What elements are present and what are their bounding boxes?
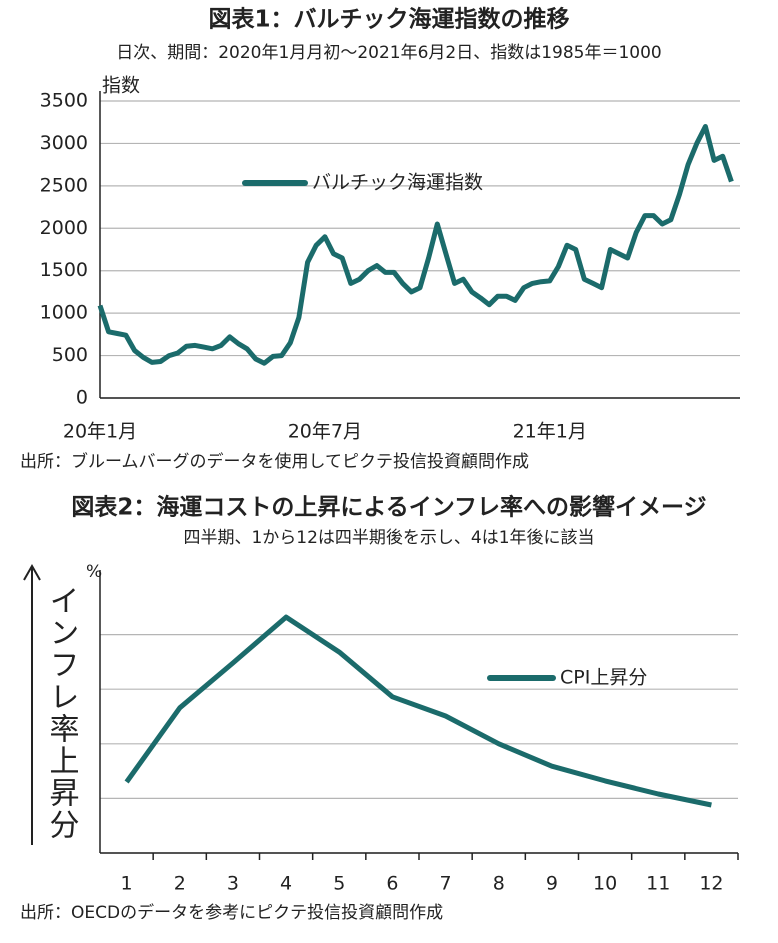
x-tick-label: 6 bbox=[386, 873, 398, 895]
x-tick-label: 3 bbox=[227, 873, 239, 895]
chart-subtitle: 日次、期間：2020年1月月初～2021年6月2日、指数は1985年＝1000 bbox=[116, 43, 662, 63]
y-tick-label: 3500 bbox=[40, 90, 88, 112]
x-tick-label: 2 bbox=[174, 873, 186, 895]
chart-title: 図表2：海運コストの上昇によるインフレ率への影響イメージ bbox=[71, 494, 706, 521]
x-tick-label: 8 bbox=[493, 873, 505, 895]
x-tick-label: 10 bbox=[593, 873, 617, 895]
chart-title: 図表1：バルチック海運指数の推移 bbox=[208, 6, 569, 33]
y-tick-label: 2000 bbox=[40, 217, 88, 239]
y-axis-label: インフレ率上昇分 bbox=[44, 585, 79, 841]
y-tick-label: 1000 bbox=[40, 302, 88, 324]
y-unit: % bbox=[86, 562, 102, 582]
y-axis-label: 指数 bbox=[102, 75, 140, 97]
x-tick-label: 7 bbox=[440, 873, 452, 895]
data-line bbox=[97, 124, 734, 366]
arrow-head bbox=[23, 563, 41, 581]
x-tick-label: 5 bbox=[333, 873, 345, 895]
x-tick-label: 20年1月 bbox=[63, 421, 137, 443]
y-tick-label: 500 bbox=[52, 344, 88, 366]
legend-label: バルチック海運指数 bbox=[312, 172, 483, 194]
y-tick-label: 2500 bbox=[40, 174, 88, 196]
x-tick-label: 11 bbox=[646, 873, 670, 895]
legend-label: CPI上昇分 bbox=[560, 667, 647, 689]
y-tick-label: 0 bbox=[76, 387, 88, 409]
y-tick-label: 1500 bbox=[40, 259, 88, 281]
x-tick-label: 21年1月 bbox=[513, 421, 587, 443]
x-tick-label: 12 bbox=[699, 873, 723, 895]
y-tick-label: 3000 bbox=[40, 132, 88, 154]
x-tick-label: 20年7月 bbox=[288, 421, 362, 443]
chart-subtitle: 四半期、1から12は四半期後を示し、4は1年後に該当 bbox=[183, 528, 594, 548]
x-tick-label: 1 bbox=[121, 873, 133, 895]
x-tick-label: 4 bbox=[280, 873, 292, 895]
x-tick-label: 9 bbox=[546, 873, 558, 895]
source: 出所：ブルームバーグのデータを使用してピクテ投信投資顧問作成 bbox=[20, 451, 529, 472]
data-line bbox=[124, 614, 712, 808]
source: 出所：OECDのデータを参考にピクテ投信投資顧問作成 bbox=[20, 902, 443, 923]
